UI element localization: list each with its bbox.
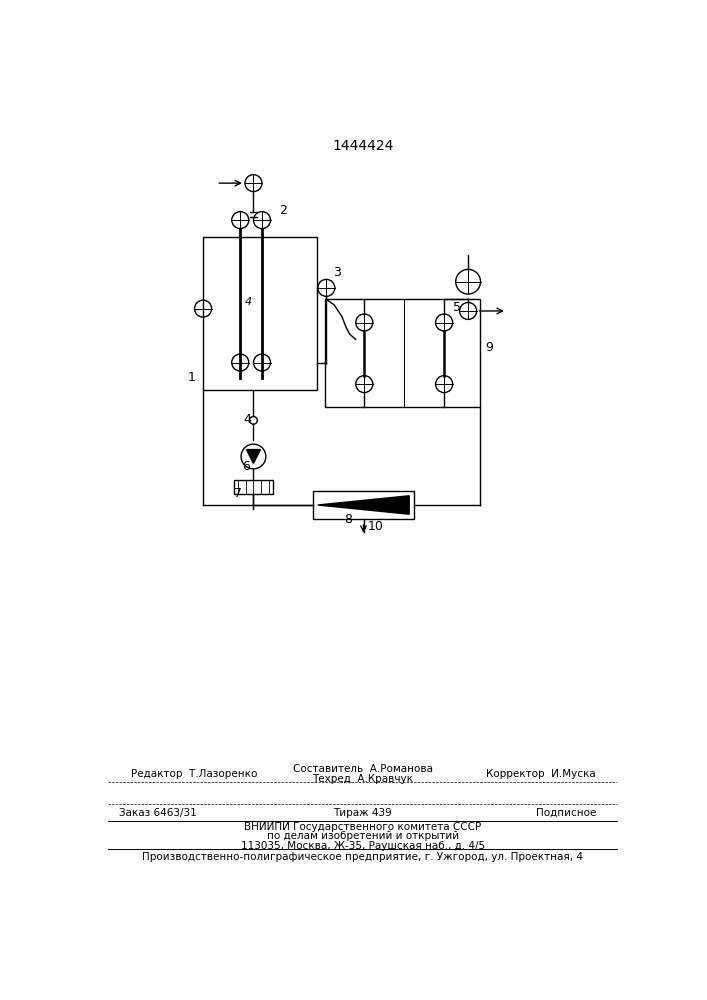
Text: 1444424: 1444424 [332, 139, 393, 153]
Text: 1: 1 [187, 371, 195, 384]
Text: 4: 4 [243, 413, 251, 426]
Polygon shape [317, 496, 409, 514]
Bar [234, 480, 273, 494]
Text: Заказ 6463/31: Заказ 6463/31 [119, 808, 197, 818]
Bar [325, 299, 480, 407]
Text: Корректор  И.Муска: Корректор И.Муска [486, 769, 596, 779]
Text: Производственно-полиграфическое предприятие, г. Ужгород, ул. Проектная, 4: Производственно-полиграфическое предприя… [142, 852, 583, 861]
Text: 4: 4 [245, 297, 252, 307]
Text: 9: 9 [485, 341, 493, 354]
Text: 3: 3 [333, 266, 341, 279]
Text: Подписное: Подписное [536, 808, 596, 818]
Text: 113035, Москва, Ж-35, Раушская наб., д. 4/5: 113035, Москва, Ж-35, Раушская наб., д. … [240, 841, 485, 851]
Bar [313, 491, 414, 519]
Bar [203, 237, 317, 389]
Text: Составитель  А.Романова: Составитель А.Романова [293, 764, 433, 774]
Text: 10: 10 [368, 520, 383, 533]
Polygon shape [247, 450, 260, 463]
Text: 2: 2 [279, 204, 287, 217]
Text: Тираж 439: Тираж 439 [333, 808, 392, 818]
Text: 5: 5 [452, 301, 461, 314]
Text: по делам изобретений и открытий: по делам изобретений и открытий [267, 831, 459, 841]
Text: 7: 7 [234, 487, 242, 500]
Text: Редактор  Т.Лазоренко: Редактор Т.Лазоренко [131, 769, 257, 779]
Text: ВНИИПИ Государственного комитета СССР: ВНИИПИ Государственного комитета СССР [244, 822, 481, 832]
Text: 8: 8 [344, 513, 352, 526]
Text: 6: 6 [242, 460, 250, 473]
Text: Техред  А.Кравчук: Техред А.Кравчук [312, 774, 413, 784]
